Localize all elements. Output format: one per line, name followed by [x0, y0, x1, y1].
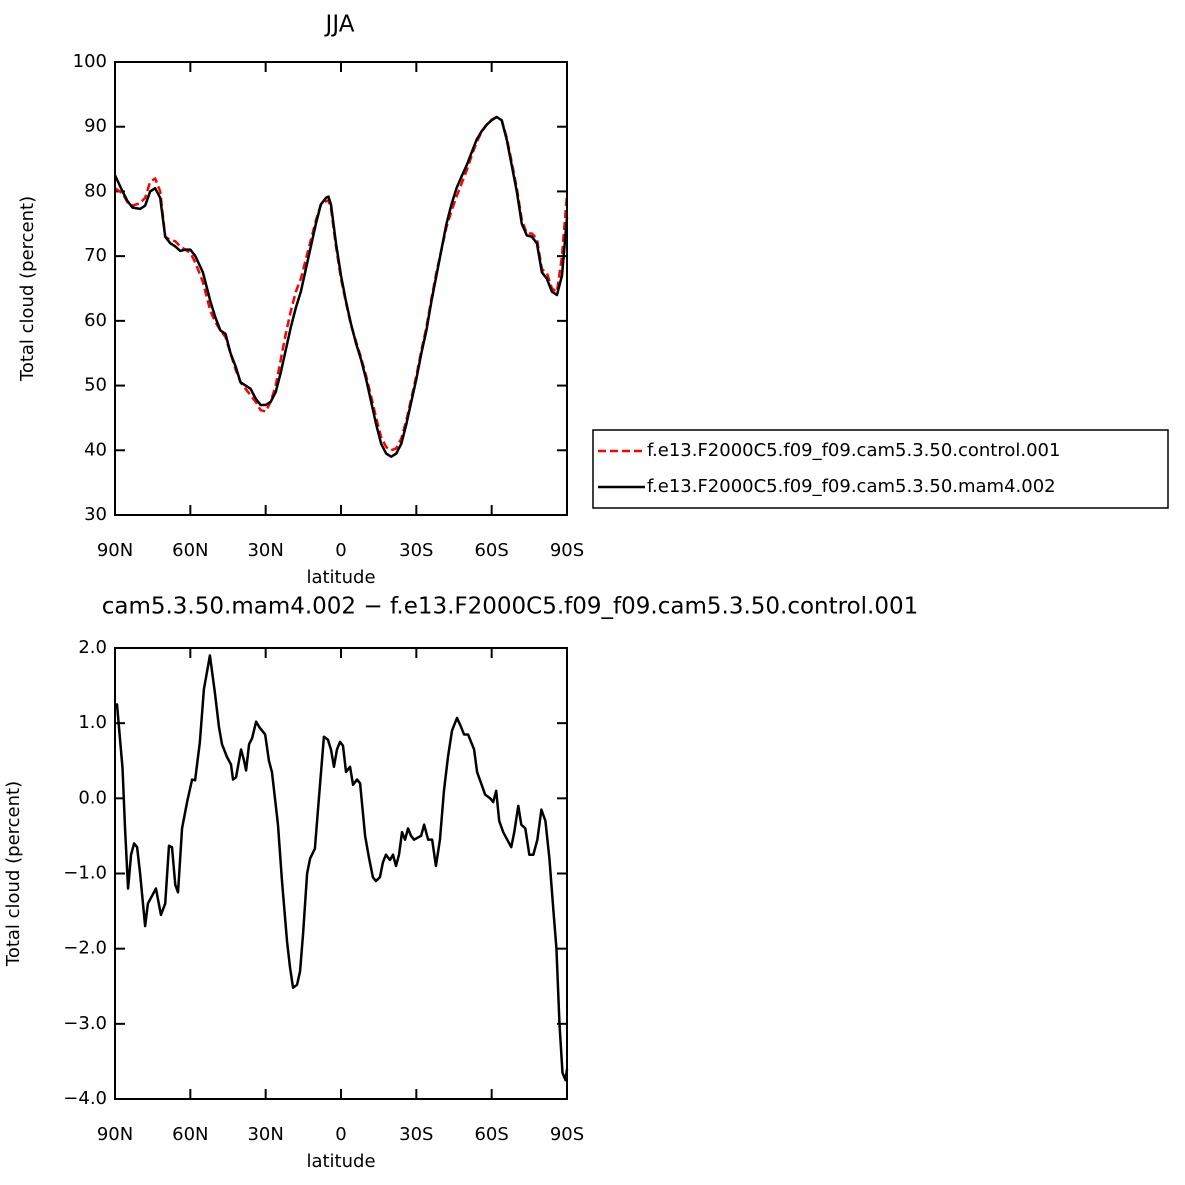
- y-tick-label: 100: [73, 51, 107, 72]
- x-tick-label: 30S: [399, 1124, 433, 1145]
- x-tick-label: 60N: [172, 540, 208, 561]
- y-tick-label: 1.0: [78, 712, 107, 733]
- data-line: [114, 654, 569, 1082]
- plot-frame: [114, 647, 568, 1100]
- x-tick-label: 30N: [247, 540, 283, 561]
- x-tick-label: 90S: [550, 1124, 584, 1145]
- x-tick-label: 90S: [550, 540, 584, 561]
- x-axis-label: latitude: [306, 567, 375, 588]
- y-tick-label: −1.0: [63, 863, 107, 884]
- y-tick-label: 60: [84, 310, 107, 331]
- data-line: [113, 115, 569, 459]
- x-tick-label: 30S: [399, 540, 433, 561]
- y-tick-label: 0.0: [78, 787, 107, 808]
- x-tick-label: 60N: [172, 1124, 208, 1145]
- plot-frame: [114, 61, 568, 516]
- x-tick-label: 0: [335, 540, 346, 561]
- chart-title: cam5.3.50.mam4.002 − f.e13.F2000C5.f09_f…: [102, 594, 919, 620]
- chart-title: JJA: [324, 12, 355, 38]
- y-axis-label: Total cloud (percent): [17, 196, 38, 382]
- y-tick-label: −2.0: [63, 938, 107, 959]
- x-tick-label: 30N: [247, 1124, 283, 1145]
- y-axis-label: Total cloud (percent): [3, 781, 24, 967]
- x-tick-label: 0: [335, 1124, 346, 1145]
- data-line: [114, 115, 569, 452]
- x-tick-label: 60S: [474, 1124, 508, 1145]
- legend-label: f.e13.F2000C5.f09_f09.cam5.3.50.mam4.002: [647, 476, 1056, 497]
- legend-box: [592, 429, 1169, 509]
- legend-label: f.e13.F2000C5.f09_f09.cam5.3.50.control.…: [647, 440, 1060, 461]
- y-tick-label: 2.0: [78, 637, 107, 658]
- x-tick-label: 60S: [474, 540, 508, 561]
- y-tick-label: 80: [84, 180, 107, 201]
- x-tick-label: 90N: [97, 540, 133, 561]
- y-tick-label: 40: [84, 439, 107, 460]
- y-tick-label: 90: [84, 116, 107, 137]
- y-tick-label: 50: [84, 375, 107, 396]
- y-tick-label: 30: [84, 504, 107, 525]
- y-tick-label: −4.0: [63, 1088, 107, 1109]
- y-tick-label: 70: [84, 245, 107, 266]
- x-axis-label: latitude: [306, 1151, 375, 1172]
- y-tick-label: −3.0: [63, 1013, 107, 1034]
- x-tick-label: 90N: [97, 1124, 133, 1145]
